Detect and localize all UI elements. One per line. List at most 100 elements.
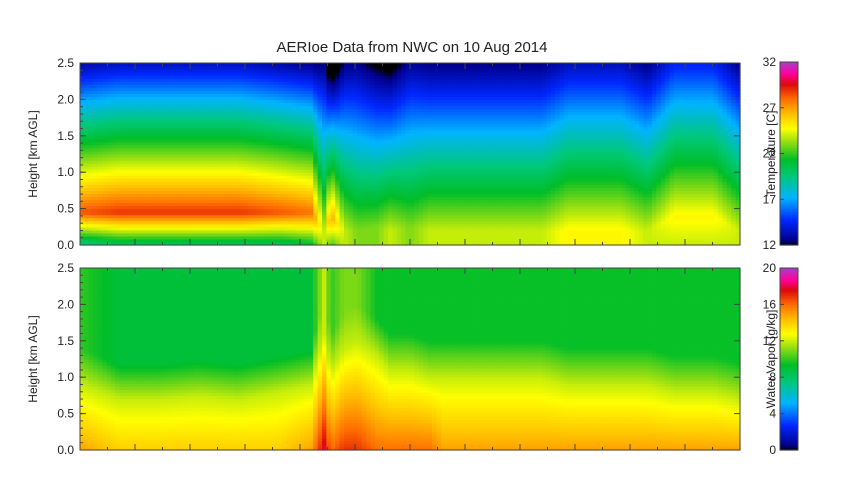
heatmap-cell	[330, 202, 336, 207]
heatmap-cell	[256, 178, 261, 182]
heatmap-cell	[269, 235, 275, 240]
heatmap-cell	[339, 232, 345, 237]
heatmap-cell	[352, 229, 358, 234]
heatmap-cell	[150, 93, 156, 97]
heatmap-cell	[110, 226, 116, 231]
heatmap-cell	[220, 175, 226, 179]
heatmap-cell	[361, 72, 367, 76]
heatmap-cell	[282, 63, 288, 67]
heatmap-cell	[264, 150, 270, 155]
heatmap-cell	[216, 96, 222, 100]
heatmap-cell	[260, 229, 266, 234]
heatmap-cell	[418, 150, 424, 155]
heatmap-cell	[366, 166, 371, 170]
heatmap-cell	[242, 214, 248, 219]
heatmap-cell	[132, 175, 138, 179]
heatmap-cell	[238, 208, 244, 213]
heatmap-cell	[212, 108, 217, 113]
heatmap-cell	[124, 160, 129, 164]
heatmap-cell	[185, 90, 191, 94]
heatmap-cell	[322, 135, 327, 140]
heatmap-cell	[185, 126, 191, 131]
heatmap-cell	[93, 232, 99, 237]
heatmap-cell	[163, 99, 169, 104]
heatmap-cell	[225, 138, 231, 143]
heatmap-cell	[216, 223, 222, 228]
heatmap-cell	[106, 117, 112, 122]
heatmap-cell	[128, 144, 134, 149]
heatmap-cell	[251, 87, 257, 91]
heatmap-cell	[418, 105, 424, 110]
heatmap-cell	[418, 84, 424, 88]
heatmap-cell	[119, 223, 125, 228]
heatmap-cell	[344, 105, 349, 110]
heatmap-cell	[212, 69, 217, 73]
heatmap-cell	[322, 196, 327, 201]
heatmap-cell	[308, 63, 314, 67]
heatmap-cell	[256, 141, 261, 146]
heatmap-cell	[115, 196, 121, 201]
heatmap-cell	[128, 190, 134, 195]
heatmap-cell	[396, 193, 402, 198]
heatmap-cell	[229, 160, 235, 164]
heatmap-cell	[106, 105, 112, 110]
heatmap-cell	[150, 217, 156, 222]
heatmap-cell	[317, 241, 323, 246]
heatmap-cell	[238, 169, 244, 173]
heatmap-cell	[352, 196, 358, 201]
heatmap-cell	[326, 114, 332, 119]
heatmap-cell	[379, 75, 385, 79]
heatmap-cell	[115, 144, 121, 149]
heatmap-cell	[383, 175, 389, 179]
heatmap-cell	[234, 199, 239, 204]
heatmap-cell	[102, 81, 107, 85]
heatmap-cell	[388, 184, 393, 188]
heatmap-cell	[339, 81, 345, 85]
heatmap-cell	[93, 135, 99, 140]
heatmap-cell	[357, 181, 363, 185]
heatmap-cell	[339, 63, 345, 67]
heatmap-cell	[176, 169, 182, 173]
heatmap-cell	[154, 90, 160, 94]
heatmap-cell	[124, 181, 129, 185]
heatmap-cell	[137, 238, 143, 243]
heatmap-cell	[410, 181, 415, 185]
heatmap-cell	[80, 114, 85, 119]
heatmap-cell	[317, 81, 323, 85]
heatmap-cell	[295, 114, 301, 119]
heatmap-cell	[146, 241, 151, 246]
heatmap-cell	[286, 199, 292, 204]
heatmap-cell	[383, 66, 389, 70]
heatmap-cell	[212, 141, 217, 146]
heatmap-cell	[88, 84, 94, 88]
heatmap-cell	[322, 193, 327, 198]
heatmap-cell	[159, 205, 165, 210]
heatmap-cell	[132, 217, 138, 222]
heatmap-cell	[418, 166, 424, 170]
heatmap-cell	[313, 175, 319, 179]
heatmap-cell	[396, 181, 402, 185]
heatmap-cell	[313, 214, 319, 219]
heatmap-cell	[344, 111, 349, 116]
heatmap-cell	[352, 78, 358, 82]
heatmap-cell	[405, 144, 411, 149]
heatmap-cell	[366, 190, 371, 195]
heatmap-cell	[317, 166, 323, 170]
heatmap-cell	[119, 214, 125, 219]
heatmap-cell	[352, 138, 358, 143]
heatmap-cell	[97, 78, 103, 82]
heatmap-cell	[229, 69, 235, 73]
heatmap-cell	[163, 141, 169, 146]
heatmap-cell	[410, 160, 415, 164]
heatmap-cell	[229, 141, 235, 146]
heatmap-cell	[379, 178, 385, 182]
heatmap-cell	[141, 150, 147, 155]
heatmap-cell	[405, 108, 411, 113]
heatmap-cell	[141, 157, 147, 161]
heatmap-cell	[410, 69, 415, 73]
heatmap-cell	[370, 241, 376, 246]
heatmap-cell	[185, 193, 191, 198]
heatmap-cell	[194, 232, 200, 237]
heatmap-cell	[168, 108, 173, 113]
heatmap-cell	[137, 172, 143, 176]
